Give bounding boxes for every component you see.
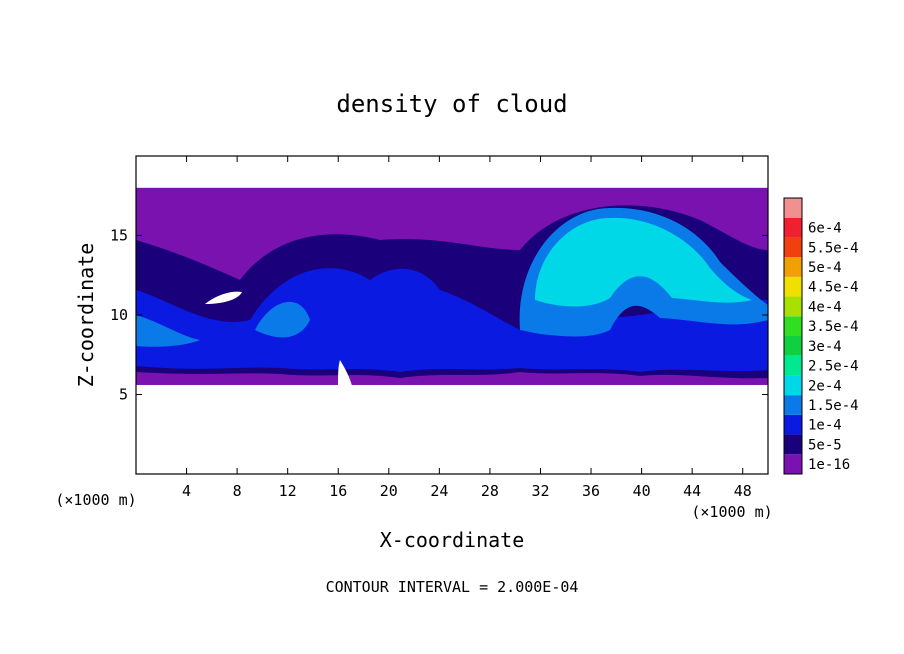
x-tick-label: 40: [633, 482, 651, 500]
colorbar-swatch: [784, 198, 802, 218]
x-tick-label: 24: [430, 482, 448, 500]
colorbar-swatch: [784, 257, 802, 277]
colorbar-label: 3.5e-4: [808, 319, 859, 335]
x-axis-label: X-coordinate: [380, 528, 525, 552]
colorbar-label: 5e-5: [808, 437, 842, 453]
colorbar-swatch: [784, 296, 802, 317]
colorbar-swatch: [784, 237, 802, 258]
colorbar-label: 3e-4: [808, 339, 842, 355]
colorbar-label: 6e-4: [808, 221, 842, 237]
colorbar-swatch: [784, 454, 802, 474]
colorbar-swatch: [784, 434, 802, 455]
x-axis-ticks: 4 8 12 16 20 24 28 32 36 40 44 48: [182, 156, 752, 500]
region-light-blue-left: [136, 315, 200, 347]
colorbar-swatch: [784, 355, 802, 376]
y-unit-label: (×1000 m): [55, 491, 136, 509]
colorbar-label: 1e-16: [808, 457, 850, 473]
colorbar-label: 1.5e-4: [808, 398, 859, 414]
chart-title: density of cloud: [336, 90, 567, 118]
contour-interval-note: CONTOUR INTERVAL = 2.000E-04: [326, 578, 579, 596]
gap-center: [338, 360, 352, 386]
colorbar-swatch: [784, 276, 802, 297]
colorbar-swatch: [784, 217, 802, 238]
x-tick-label: 16: [329, 482, 347, 500]
x-tick-label: 28: [481, 482, 499, 500]
colorbar-label: 5e-4: [808, 260, 842, 276]
colorbar-label: 1e-4: [808, 418, 842, 434]
x-tick-label: 32: [531, 482, 549, 500]
colorbar-label: 4.5e-4: [808, 280, 859, 296]
region-cyan-dome: [535, 217, 752, 307]
region-blue-core: [136, 268, 768, 372]
x-tick-label: 20: [380, 482, 398, 500]
x-tick-label: 48: [734, 482, 752, 500]
x-tick-label: 4: [182, 482, 191, 500]
colorbar-swatch: [784, 336, 802, 356]
x-tick-label: 8: [233, 482, 242, 500]
y-axis-label: Z-coordinate: [74, 243, 98, 388]
y-axis-ticks: 5 10 15: [110, 227, 768, 404]
x-tick-label: 44: [683, 482, 701, 500]
gap-left: [205, 291, 242, 304]
colorbar-label: 4e-4: [808, 299, 842, 315]
y-tick-label: 5: [119, 386, 128, 404]
x-tick-label: 36: [582, 482, 600, 500]
contour-field: [136, 187, 768, 386]
x-unit-label: (×1000 m): [691, 503, 772, 521]
colorbar-frame: [783, 197, 803, 475]
colorbar-label: 2e-4: [808, 378, 842, 394]
colorbar-swatch: [784, 375, 802, 396]
colorbar-swatch: [784, 414, 802, 435]
colorbar-label: 5.5e-4: [808, 240, 859, 256]
colorbar-label: 2.5e-4: [808, 359, 859, 375]
y-tick-label: 10: [110, 306, 128, 324]
colorbar-swatch: [784, 316, 802, 336]
y-tick-label: 15: [110, 227, 128, 245]
x-tick-label: 12: [279, 482, 297, 500]
colorbar-swatch: [784, 395, 802, 415]
region-light-blue-mid: [255, 301, 310, 338]
colorbar: 1e-16 5e-5 1e-4 1.5e-4 2e-4 2.5e-4 3e-4 3.5e-4 4…: [783, 197, 859, 475]
